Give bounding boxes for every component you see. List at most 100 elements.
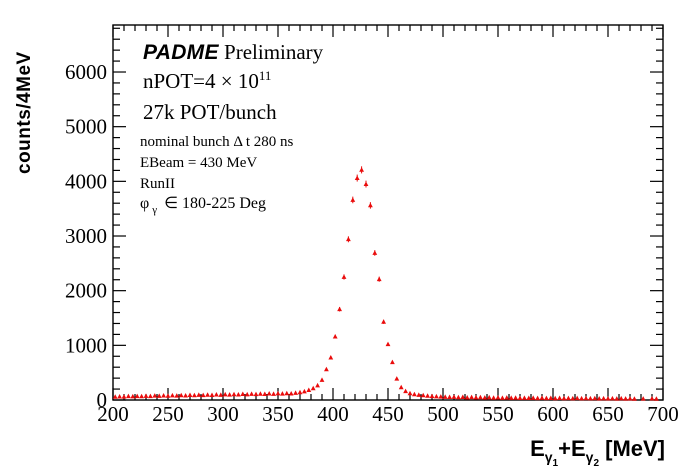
- data-point-marker: [442, 394, 448, 399]
- data-point-marker: [412, 391, 417, 397]
- npot-annotation: nPOT=4 × 1011: [143, 68, 272, 93]
- x-tick-label: 700: [647, 402, 679, 426]
- data-point-marker: [491, 395, 496, 400]
- data-point-marker: [165, 393, 171, 398]
- data-point-marker: [341, 274, 347, 279]
- data-point-marker: [561, 395, 567, 401]
- data-point-marker: [196, 392, 202, 397]
- x-axis-title: Eγ1+Eγ2 [MeV]: [530, 436, 665, 469]
- data-point-marker: [486, 394, 492, 400]
- data-point-marker: [530, 395, 536, 400]
- data-point-marker: [618, 395, 624, 401]
- data-point-marker: [236, 391, 241, 397]
- data-point-marker: [368, 202, 373, 208]
- data-point-marker: [183, 392, 188, 398]
- data-point-marker: [548, 395, 554, 400]
- data-point-marker: [504, 395, 510, 400]
- data-point-marker: [112, 394, 118, 399]
- data-point-marker: [482, 395, 488, 400]
- data-point-marker: [500, 395, 505, 400]
- data-point-marker: [231, 391, 237, 397]
- data-point-marker: [416, 392, 422, 397]
- data-point-marker: [425, 393, 430, 398]
- x-tick-label: 650: [592, 402, 624, 426]
- y-tick-label: 6000: [65, 60, 107, 84]
- x-tick-label: 350: [262, 402, 294, 426]
- data-point-marker: [478, 394, 483, 400]
- data-point-marker: [262, 391, 268, 396]
- data-point-marker: [315, 382, 320, 388]
- x-tick-label: 200: [97, 402, 129, 426]
- data-point-marker: [192, 392, 197, 398]
- data-point-marker: [381, 319, 386, 324]
- data-point-marker: [284, 390, 290, 396]
- data-point-marker: [508, 395, 514, 400]
- experiment-label: PADME Preliminary: [143, 40, 323, 65]
- x-tick-label: 550: [482, 402, 514, 426]
- y-tick-label: 0: [97, 388, 108, 412]
- y-tick-label: 3000: [65, 224, 107, 248]
- data-point-marker: [148, 393, 153, 399]
- data-point-marker: [214, 392, 219, 397]
- x-tick-label: 600: [537, 402, 569, 426]
- data-point-marker: [394, 376, 400, 381]
- y-tick-label: 4000: [65, 169, 107, 193]
- data-point-marker: [403, 388, 408, 394]
- data-point-marker: [579, 395, 584, 401]
- data-point-marker: [464, 394, 470, 400]
- data-point-marker: [456, 394, 461, 400]
- data-point-marker: [209, 392, 215, 397]
- data-point-marker: [200, 392, 206, 398]
- data-point-marker: [566, 395, 571, 401]
- y-tick-label: 2000: [65, 279, 107, 303]
- data-point-marker: [420, 392, 426, 398]
- data-point-marker: [337, 306, 342, 312]
- x-tick-label: 500: [427, 402, 459, 426]
- data-point-marker: [187, 392, 193, 398]
- data-point-marker: [117, 393, 122, 399]
- data-point-marker: [398, 384, 404, 390]
- data-point-marker: [473, 394, 479, 400]
- data-point-marker: [583, 395, 589, 401]
- data-point-marker: [178, 392, 184, 398]
- data-point-marker: [266, 391, 272, 396]
- y-axis-title: counts/4MeV: [14, 51, 35, 174]
- data-point-marker: [526, 395, 532, 401]
- data-point-marker: [596, 395, 602, 401]
- data-point-marker: [539, 395, 545, 400]
- bunch-length-annotation: nominal bunch Δ t 280 ns: [140, 134, 294, 150]
- data-point-marker: [249, 391, 254, 396]
- data-point-marker: [601, 395, 606, 401]
- data-point-marker: [535, 395, 540, 401]
- data-point-marker: [143, 393, 149, 398]
- data-point-marker: [376, 276, 382, 282]
- data-point-marker: [385, 341, 391, 347]
- y-tick-label: 5000: [65, 115, 107, 139]
- data-point-marker: [275, 390, 281, 396]
- data-point-marker: [495, 394, 501, 400]
- data-point-marker: [434, 393, 439, 399]
- data-point-marker: [121, 394, 127, 399]
- data-point-marker: [354, 175, 360, 180]
- data-point-marker: [522, 395, 527, 400]
- data-point-marker: [288, 390, 294, 396]
- data-point-marker: [632, 396, 637, 401]
- data-point-marker: [654, 396, 659, 401]
- data-point-marker: [557, 395, 562, 401]
- data-point-marker: [240, 391, 246, 397]
- data-point-marker: [139, 393, 144, 399]
- data-point-marker: [451, 394, 457, 399]
- data-point-marker: [258, 391, 263, 396]
- data-point-marker: [350, 197, 356, 202]
- data-point-marker: [253, 391, 259, 397]
- data-point-marker: [174, 393, 180, 398]
- data-point-marker: [552, 395, 558, 401]
- data-point-marker: [605, 396, 611, 401]
- data-point-marker: [346, 236, 351, 242]
- data-point-marker: [592, 395, 598, 401]
- data-point-marker: [161, 393, 166, 398]
- data-point-marker: [130, 393, 136, 399]
